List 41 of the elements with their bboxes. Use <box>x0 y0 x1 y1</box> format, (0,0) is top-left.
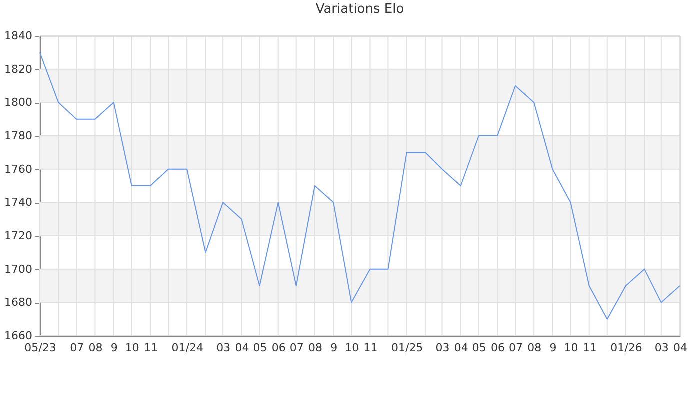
x-tick-label: 10 <box>564 342 578 354</box>
x-tick-label: 9 <box>110 342 118 354</box>
x-tick-label: 04 <box>235 342 250 354</box>
y-tick-label: 1780 <box>4 130 32 142</box>
x-tick-label: 11 <box>364 342 378 354</box>
x-tick-label: 01/25 <box>391 342 424 354</box>
y-tick-label: 1660 <box>4 330 32 342</box>
x-tick-label: 08 <box>308 342 322 354</box>
x-tick-label: 01/26 <box>610 342 642 354</box>
x-tick-label: 04 <box>454 342 468 354</box>
line-series <box>40 52 680 320</box>
x-tick-label: 07 <box>508 342 523 354</box>
y-tick-label: 1800 <box>4 96 32 110</box>
y-tick-label: 1840 <box>4 30 32 42</box>
x-tick-label: 9 <box>550 342 557 354</box>
x-tick-label: 04 <box>674 342 688 354</box>
y-tick-label: 1700 <box>4 262 32 276</box>
x-tick-label: 08 <box>528 342 542 354</box>
x-tick-label: 01/24 <box>172 342 204 354</box>
x-tick-label: 07 <box>70 342 84 354</box>
x-tick-label: 11 <box>144 342 158 354</box>
y-tick-label: 1680 <box>4 296 32 310</box>
x-tick-label: 03 <box>216 342 231 354</box>
y-tick-label: 1820 <box>4 62 32 76</box>
y-tick-label: 1760 <box>4 162 32 176</box>
x-tick-label: 03 <box>654 342 669 354</box>
x-tick-label: 06 <box>272 342 286 354</box>
x-tick-label: 08 <box>88 342 103 354</box>
x-tick-label: 07 <box>290 342 304 354</box>
x-tick-label: 10 <box>345 342 360 354</box>
x-tick-label: 05 <box>253 342 268 354</box>
x-tick-label: 05 <box>472 342 486 354</box>
x-tick-label: 05/23 <box>24 342 56 354</box>
x-tick-label: 11 <box>582 342 597 354</box>
chart-title: Variations Elo <box>316 2 404 17</box>
x-tick-label: 03 <box>436 342 450 354</box>
x-tick-label: 06 <box>490 342 505 354</box>
x-tick-label: 9 <box>330 342 338 354</box>
y-tick-label: 1720 <box>4 230 32 242</box>
y-tick-label: 1740 <box>4 196 32 210</box>
x-tick-label: 10 <box>125 342 140 354</box>
